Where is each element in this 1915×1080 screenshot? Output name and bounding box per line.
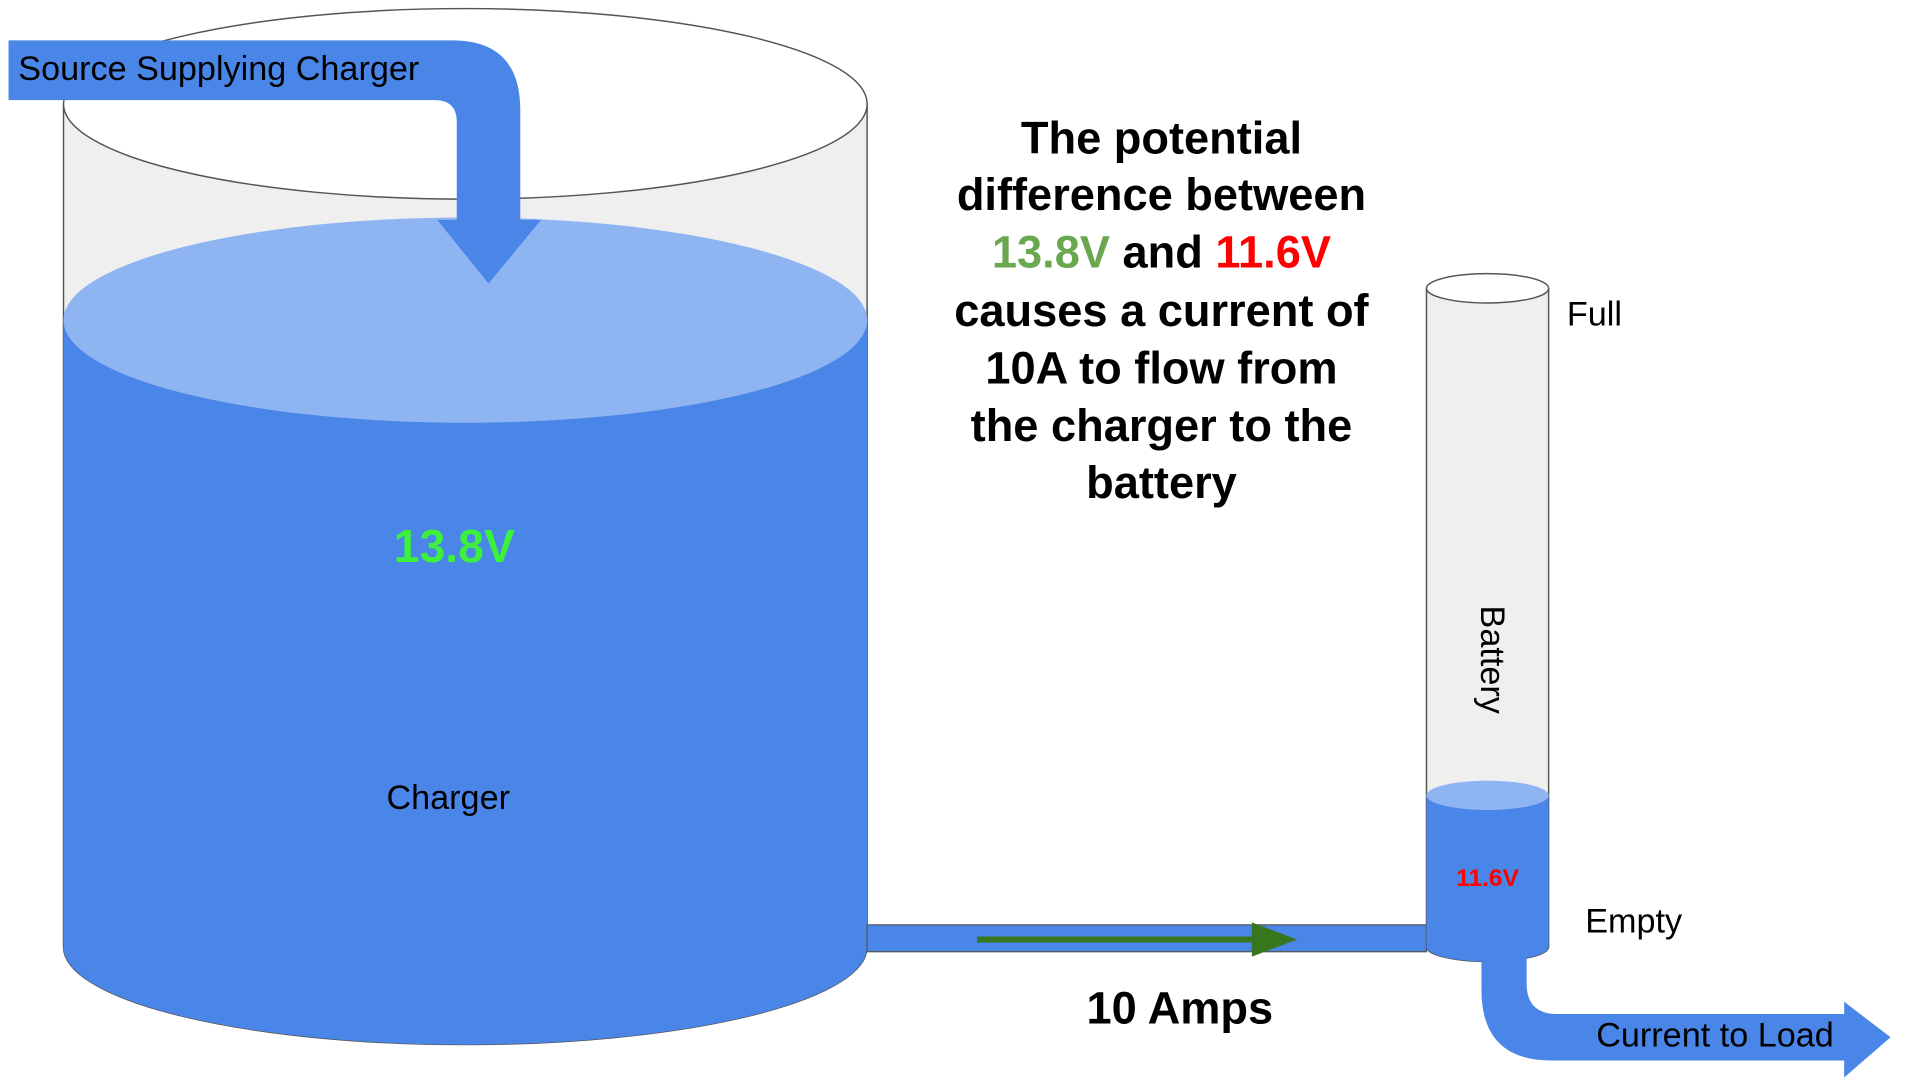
charger-label: Charger bbox=[386, 779, 509, 817]
high-voltage: 13.8V bbox=[992, 226, 1110, 277]
joiner: and bbox=[1123, 226, 1203, 277]
battery-label: Battery bbox=[1473, 606, 1511, 715]
battery-rim bbox=[1425, 272, 1550, 304]
explanation-line: 13.8V and 11.6V bbox=[992, 226, 1331, 277]
charger-water bbox=[63, 320, 868, 1045]
source-arrow bbox=[8, 40, 542, 284]
battery-voltage: 11.6V bbox=[1456, 865, 1519, 892]
load-arrow bbox=[1481, 952, 1891, 1078]
battery-water bbox=[1426, 795, 1549, 962]
battery-water-surface bbox=[1426, 780, 1549, 810]
explanation-line: 10A to flow from bbox=[985, 342, 1337, 393]
low-voltage: 11.6V bbox=[1215, 226, 1331, 277]
current-label: 10 Amps bbox=[1086, 983, 1273, 1034]
load-label: Current to Load bbox=[1596, 1016, 1834, 1054]
explanation-line: The potential bbox=[1021, 113, 1302, 164]
full-label: Full bbox=[1567, 295, 1622, 333]
explanation-line: difference between bbox=[957, 169, 1366, 220]
charger-voltage: 13.8V bbox=[394, 520, 515, 572]
empty-label: Empty bbox=[1585, 903, 1683, 941]
source-label: Source Supplying Charger bbox=[18, 50, 419, 88]
explanation-line: the charger to the bbox=[971, 400, 1353, 451]
flow-arrow-head bbox=[1251, 922, 1298, 957]
explanation-line: causes a current of bbox=[954, 285, 1369, 336]
charger-water-surface bbox=[63, 217, 868, 423]
explanation-line: battery bbox=[1086, 457, 1237, 508]
